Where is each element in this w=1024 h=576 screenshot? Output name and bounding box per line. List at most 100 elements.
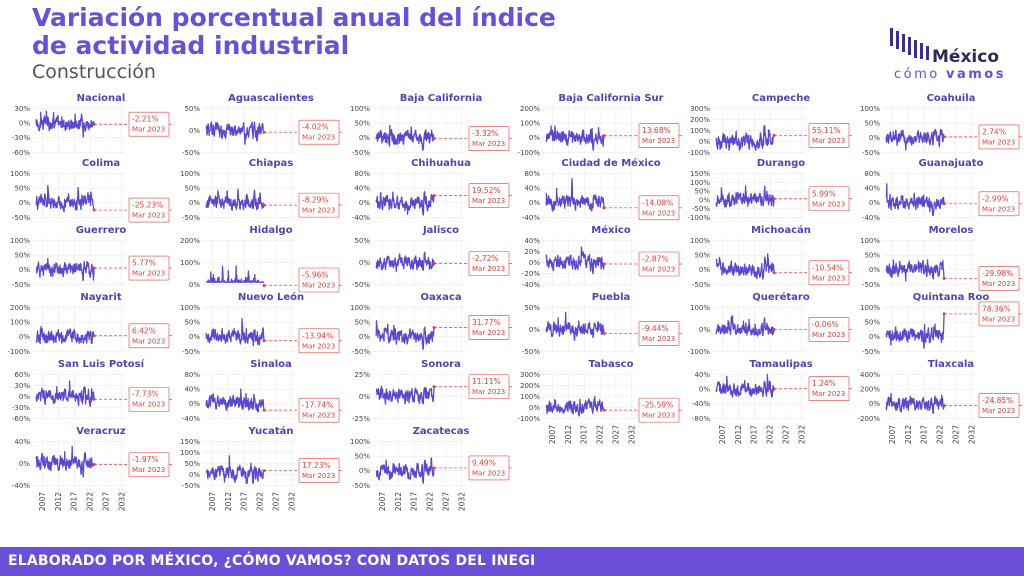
latest-date-label: Mar 2023 (472, 329, 505, 337)
panel-durango: Durango 150%100%50%0%-50%-100% 5.99% Mar 20… (687, 158, 853, 222)
latest-value-label: 31.77% (472, 318, 501, 327)
latest-value-label: -10.54% (812, 263, 843, 272)
panel-colima: Colima 100% 50% 0% -50% -25.23% Mar 2023 (10, 158, 173, 223)
y-tick-label: 80% (864, 170, 880, 178)
panel-title-nayarit: Nayarit (80, 292, 121, 303)
latest-value-point (262, 339, 266, 343)
series-line-mexico (545, 246, 605, 275)
x-tick-label: 2007 (378, 492, 387, 511)
panel-campeche: Campeche 300% 200% 100% 0% -100% 55.11% Mar 202… (687, 93, 853, 157)
latest-value-label: 1.24% (812, 379, 836, 388)
latest-value-callout (128, 386, 170, 412)
panel-title-hidalgo: Hidalgo (249, 225, 292, 236)
latest-date-label: Mar 2023 (132, 466, 165, 474)
latest-value-point (942, 135, 946, 139)
latest-date-label: Mar 2023 (472, 197, 505, 205)
series-line-colima (35, 185, 95, 213)
latest-value-callout (468, 374, 510, 400)
latest-value-label: -17.74% (302, 401, 333, 410)
latest-date-label: Mar 2023 (982, 205, 1015, 213)
x-tick-label: 2007 (888, 425, 897, 444)
y-tick-label: -50% (182, 214, 200, 222)
panel-queretaro: Querétaro 100% 0% -100% -0.06% Mar 2023 (687, 291, 853, 356)
y-tick-label: 50% (864, 120, 880, 128)
y-tick-label: 100% (10, 319, 30, 327)
series-line-nuevo-leon (205, 317, 265, 347)
series-line-durango (715, 185, 775, 208)
panel-title-sonora: Sonora (421, 359, 461, 370)
panel-title-guerrero: Guerrero (76, 225, 127, 236)
latest-value-callout (128, 452, 170, 477)
latest-value-label: -7.73% (132, 390, 159, 399)
y-tick-label: 50% (354, 319, 370, 327)
panel-ciudad-de-mexico: Ciudad de México 80% 40% 0% -40% -14.08% Mar 2… (522, 157, 683, 222)
chart-title: Variación porcentual anual del índice de… (32, 3, 556, 60)
y-tick-label: 0% (189, 281, 200, 289)
panel-yucatan: Yucatán 150% 100% 50% 0% -50% 17.23% Mar 2023 20… (180, 425, 343, 511)
panel-title-ciudad-de-mexico: Ciudad de México (561, 157, 660, 169)
y-tick-label: 50% (354, 453, 370, 461)
series-line-chiapas (205, 188, 265, 212)
y-tick-label: 200% (10, 304, 30, 312)
y-tick-label: -40% (692, 400, 710, 408)
latest-value-label: 5.99% (812, 189, 836, 198)
y-tick-label: 100% (180, 449, 200, 457)
panel-nacional: Nacional 30% 0% -30% -60% -2.21% Mar 2023 (12, 93, 173, 157)
panel-title-jalisco: Jalisco (422, 225, 459, 236)
panel-nayarit: Nayarit 200% 100% 0% -100% 6.42% Mar 2023 (7, 292, 173, 356)
y-tick-label: -50% (182, 348, 200, 356)
x-tick-label: 2032 (287, 492, 296, 511)
x-tick-label: 2022 (86, 492, 95, 511)
y-tick-label: 50% (864, 252, 880, 260)
latest-value-point (432, 262, 436, 266)
latest-value-callout (128, 255, 170, 281)
latest-value-callout (638, 123, 680, 149)
x-tick-label: 2027 (441, 492, 450, 511)
y-tick-label: 60% (14, 371, 30, 379)
y-tick-label: -50% (352, 149, 370, 157)
panel-san-luis-potosi: San Luis Potosí 60% 30% 0% -30% -60% -7.73% Mar… (12, 358, 173, 423)
y-tick-label: -100% (517, 415, 540, 423)
y-tick-label: -40% (522, 214, 540, 222)
y-tick-label: 0% (529, 404, 540, 412)
panel-hidalgo: Hidalgo 200% 100% 0% -5.96% Mar 2023 (180, 225, 343, 293)
latest-value-point (772, 327, 776, 331)
y-tick-label: 0% (19, 460, 30, 468)
latest-date-label: Mar 2023 (302, 134, 335, 142)
x-tick-label: 2022 (426, 492, 435, 511)
latest-value-callout (128, 323, 170, 349)
y-tick-label: 100% (690, 237, 710, 245)
latest-date-label: Mar 2023 (302, 282, 335, 290)
panel-title-yucatan: Yucatán (248, 425, 294, 437)
y-tick-label: 80% (184, 371, 200, 379)
y-tick-label: 40% (184, 386, 200, 394)
latest-value-label: -3.32% (472, 129, 499, 138)
latest-value-callout (638, 397, 680, 423)
latest-value-point (432, 194, 436, 198)
y-tick-label: 40% (524, 185, 540, 193)
latest-value-label: 5.77% (132, 259, 156, 268)
y-tick-label: 40% (694, 371, 710, 379)
latest-value-callout (978, 124, 1020, 150)
y-tick-label: -60% (12, 415, 30, 423)
panel-title-queretaro: Querétaro (752, 291, 810, 303)
latest-value-callout (128, 197, 170, 223)
y-tick-label: 0% (869, 266, 880, 274)
latest-value-label: -29.98% (982, 269, 1013, 278)
latest-date-label: Mar 2023 (132, 270, 165, 278)
series-line-campeche (715, 125, 775, 151)
latest-date-label: Mar 2023 (642, 412, 675, 420)
y-tick-label: -40% (182, 415, 200, 423)
x-tick-label: 2017 (410, 492, 419, 511)
latest-value-label: -1.97% (132, 455, 159, 464)
y-tick-label: 50% (184, 319, 200, 327)
y-tick-label: 30% (14, 105, 30, 113)
latest-value-label: -13.94% (302, 331, 333, 340)
x-tick-label: 2007 (548, 425, 557, 444)
series-line-sonora (375, 385, 435, 405)
x-tick-label: 2027 (271, 492, 280, 511)
latest-date-label: Mar 2023 (642, 266, 675, 274)
latest-value-point (772, 133, 776, 137)
latest-value-callout (298, 458, 340, 483)
y-tick-label: 150% (180, 438, 200, 446)
